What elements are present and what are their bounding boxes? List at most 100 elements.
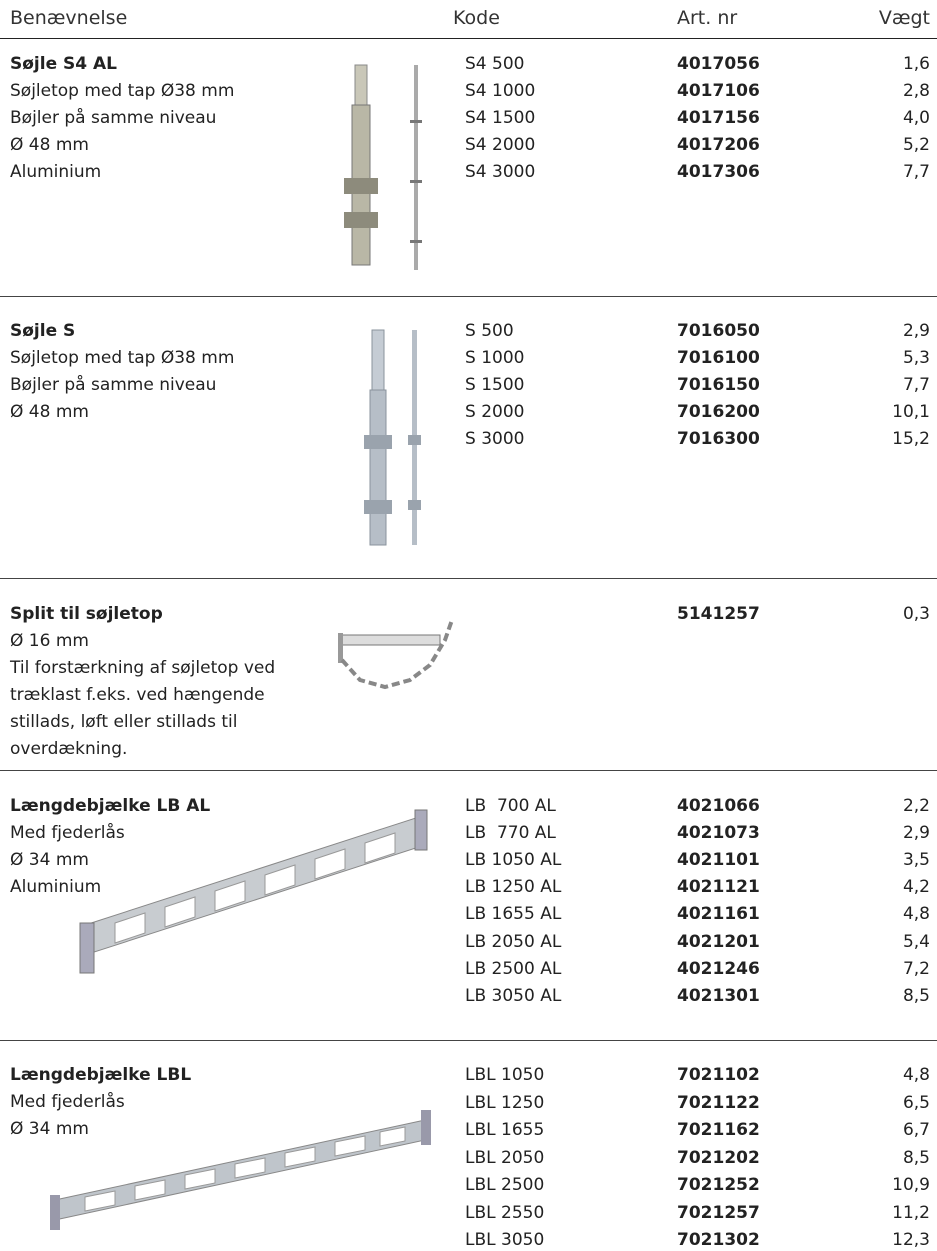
- description-line: stillads, løft eller stillads til: [10, 711, 237, 733]
- weight: 2,2: [903, 795, 930, 817]
- weight: 5,2: [903, 134, 930, 156]
- weight: 2,9: [903, 822, 930, 844]
- description-line: Ø 48 mm: [10, 401, 89, 423]
- code: LB 3050 AL: [465, 985, 561, 1007]
- description-line: Med fjederlås: [10, 1091, 125, 1113]
- description-line: Søjletop med tap Ø38 mm: [10, 80, 234, 102]
- section-rule: [0, 578, 937, 579]
- code: LBL 3050: [465, 1229, 544, 1251]
- section-rule: [0, 296, 937, 297]
- description-line: Aluminium: [10, 876, 101, 898]
- code: LBL 2050: [465, 1147, 544, 1169]
- section-title: Søjle S: [10, 320, 75, 342]
- description-line: Bøjler på samme niveau: [10, 107, 216, 129]
- code: LBL 1250: [465, 1092, 544, 1114]
- ledger-image: [45, 1105, 435, 1235]
- column-image: [330, 60, 440, 275]
- code: S4 3000: [465, 161, 535, 183]
- weight: 11,2: [892, 1202, 930, 1224]
- art-nr: 4017156: [677, 107, 760, 129]
- art-nr: 5141257: [677, 603, 760, 625]
- column-image: [350, 325, 440, 550]
- section-title: Split til søjletop: [10, 603, 163, 625]
- art-nr: 4021201: [677, 931, 760, 953]
- section-title: Søjle S4 AL: [10, 53, 117, 75]
- art-nr: 4021121: [677, 876, 760, 898]
- column-header: Benævnelse: [10, 7, 127, 29]
- art-nr: 4017206: [677, 134, 760, 156]
- weight: 7,7: [903, 161, 930, 183]
- section-title: Længdebjælke LBL: [10, 1064, 191, 1086]
- code: S 1000: [465, 347, 524, 369]
- column-header: Vægt: [879, 7, 930, 29]
- art-nr: 7021202: [677, 1147, 760, 1169]
- description-line: Aluminium: [10, 161, 101, 183]
- description-line: Ø 16 mm: [10, 630, 89, 652]
- art-nr: 7021162: [677, 1119, 760, 1141]
- weight: 10,9: [892, 1174, 930, 1196]
- weight: 4,8: [903, 1064, 930, 1086]
- description-line: overdækning.: [10, 738, 127, 760]
- code: S 2000: [465, 401, 524, 423]
- art-nr: 7016150: [677, 374, 760, 396]
- weight: 4,0: [903, 107, 930, 129]
- art-nr: 4017056: [677, 53, 760, 75]
- weight: 6,7: [903, 1119, 930, 1141]
- weight: 7,2: [903, 958, 930, 980]
- pin-image: [330, 615, 470, 695]
- weight: 1,6: [903, 53, 930, 75]
- art-nr: 7021302: [677, 1229, 760, 1251]
- code: LB 770 AL: [465, 822, 556, 844]
- weight: 10,1: [892, 401, 930, 423]
- weight: 4,2: [903, 876, 930, 898]
- art-nr: 7021252: [677, 1174, 760, 1196]
- code: LB 1655 AL: [465, 903, 561, 925]
- art-nr: 4021161: [677, 903, 760, 925]
- column-header: Kode: [453, 7, 500, 29]
- code: LB 2500 AL: [465, 958, 561, 980]
- art-nr: 4021301: [677, 985, 760, 1007]
- code: S4 1500: [465, 107, 535, 129]
- code: S4 2000: [465, 134, 535, 156]
- section-title: Længdebjælke LB AL: [10, 795, 210, 817]
- art-nr: 4021073: [677, 822, 760, 844]
- art-nr: 4021066: [677, 795, 760, 817]
- art-nr: 7021257: [677, 1202, 760, 1224]
- code: LB 700 AL: [465, 795, 556, 817]
- art-nr: 7016300: [677, 428, 760, 450]
- code: LB 2050 AL: [465, 931, 561, 953]
- description-line: Ø 48 mm: [10, 134, 89, 156]
- description-line: Søjletop med tap Ø38 mm: [10, 347, 234, 369]
- page: {"header": {"columns": ["Benævnelse", "K…: [0, 0, 937, 1235]
- weight: 8,5: [903, 985, 930, 1007]
- weight: 7,7: [903, 374, 930, 396]
- art-nr: 7016200: [677, 401, 760, 423]
- code: S 1500: [465, 374, 524, 396]
- weight: 5,4: [903, 931, 930, 953]
- header-rule: [0, 38, 937, 39]
- section-rule: [0, 770, 937, 771]
- art-nr: 4021246: [677, 958, 760, 980]
- weight: 6,5: [903, 1092, 930, 1114]
- code: LB 1050 AL: [465, 849, 561, 871]
- weight: 2,8: [903, 80, 930, 102]
- code: LB 1250 AL: [465, 876, 561, 898]
- code: S4 500: [465, 53, 524, 75]
- ledger-image: [75, 805, 435, 985]
- weight: 15,2: [892, 428, 930, 450]
- code: LBL 1655: [465, 1119, 544, 1141]
- code: S4 1000: [465, 80, 535, 102]
- weight: 3,5: [903, 849, 930, 871]
- art-nr: 4017106: [677, 80, 760, 102]
- code: LBL 1050: [465, 1064, 544, 1086]
- weight: 12,3: [892, 1229, 930, 1251]
- code: LBL 2500: [465, 1174, 544, 1196]
- description-line: Til forstærkning af søjletop ved: [10, 657, 275, 679]
- section-rule: [0, 1040, 937, 1041]
- weight: 4,8: [903, 903, 930, 925]
- weight: 5,3: [903, 347, 930, 369]
- art-nr: 4017306: [677, 161, 760, 183]
- description-line: Med fjederlås: [10, 822, 125, 844]
- art-nr: 7021102: [677, 1064, 760, 1086]
- art-nr: 7016100: [677, 347, 760, 369]
